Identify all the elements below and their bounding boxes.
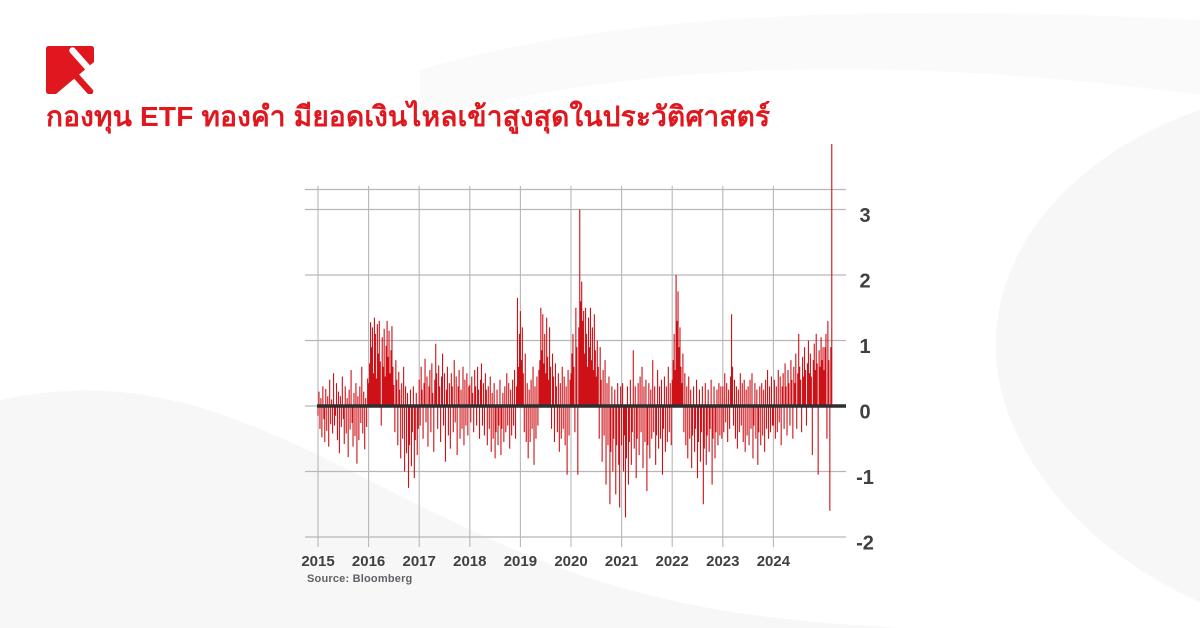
y-axis-tick-label: -2 <box>856 532 874 554</box>
background-swoosh-right <box>995 110 1200 602</box>
logo-white-slash <box>69 47 92 72</box>
x-axis-tick-label: 2024 <box>757 553 791 570</box>
x-axis-tick-label: 2021 <box>605 553 638 570</box>
x-axis-tick-label: 2017 <box>403 553 436 570</box>
brand-logo <box>46 46 94 95</box>
background-swoosh-top <box>420 12 1200 121</box>
y-axis-tick-label: 0 <box>859 401 870 423</box>
x-axis-tick-label: 2018 <box>453 553 486 570</box>
x-axis-tick-label: 2023 <box>706 553 739 570</box>
brand-logo-icon <box>46 46 94 95</box>
y-axis-tick-label: 3 <box>859 205 870 227</box>
x-axis-tick-label: 2022 <box>656 553 689 570</box>
background-swoosh-bottom-left <box>0 390 900 628</box>
x-axis-tick-label: 2020 <box>554 553 587 570</box>
logo-red-slash <box>68 68 94 95</box>
y-axis-tick-label: 1 <box>859 336 870 358</box>
y-axis-tick-label: 2 <box>859 270 870 292</box>
x-axis-tick-label: 2019 <box>504 553 537 570</box>
x-axis-tick-label: 2015 <box>301 553 334 570</box>
y-axis-tick-label: -1 <box>856 467 874 489</box>
flow-bars <box>317 144 833 518</box>
source-caption: Source: Bloomberg <box>307 573 413 585</box>
page-title: กองทุน ETF ทองคำ มียอดเงินไหลเข้าสูงสุดใ… <box>46 101 771 132</box>
x-axis-tick-label: 2016 <box>352 553 385 570</box>
